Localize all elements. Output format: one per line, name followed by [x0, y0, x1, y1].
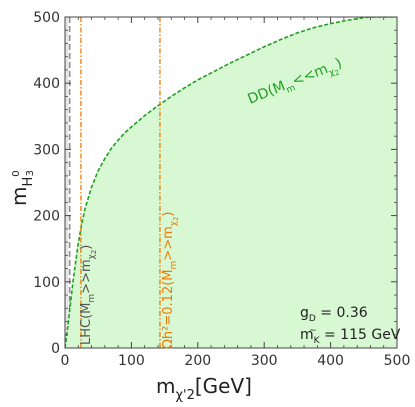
y-axis-label-sub: H [21, 177, 36, 187]
grey-exclusion-band [65, 17, 69, 348]
plot-area [65, 17, 397, 348]
y-tick-label: 500 [33, 10, 60, 26]
x-tick-label: 100 [118, 353, 145, 369]
relic-line-label: Ωh²=0.12(Mm>>mχ2) [161, 212, 180, 350]
axis-ticks: 0 100 200 300 400 500 0 100 200 300 400 500 [33, 10, 410, 369]
x-tick-label: 200 [184, 353, 211, 369]
y-tick-label: 0 [51, 341, 60, 357]
y-axis-label-sub2: 3 [25, 170, 36, 176]
y-tick-label: 300 [33, 142, 60, 158]
x-tick-label: 300 [251, 353, 278, 369]
lhc-line-label: LHC(Mm>>mχ2) [79, 245, 98, 345]
y-tick-label: 200 [33, 209, 60, 225]
x-tick-label: 500 [384, 353, 411, 369]
x-axis-label-main: m [156, 374, 175, 398]
x-axis-label-unit: [GeV] [195, 374, 252, 398]
x-tick-label: 0 [61, 353, 70, 369]
mk-parameter-label: mK = 115 GeV [300, 327, 401, 346]
y-tick-label: 100 [33, 275, 60, 291]
x-tick-label: 400 [317, 353, 344, 369]
y-axis-label-sup: 0 [11, 170, 22, 176]
gd-parameter-label: gD = 0.36 [300, 305, 368, 324]
plot-frame [64, 16, 398, 349]
x-axis-label: mχ'2[GeV] [156, 374, 252, 403]
allowed-region-fill [65, 17, 397, 348]
y-axis-label-group: mH0 3 [7, 170, 36, 206]
y-axis-label-main: m [7, 187, 31, 206]
dd-bound-curve [65, 17, 397, 348]
x-axis-label-sub: χ'2 [176, 388, 195, 403]
mk-tilde-mark: ~ [309, 326, 317, 336]
y-axis-label: mH0 3 [7, 170, 36, 206]
y-tick-label: 400 [33, 76, 60, 92]
